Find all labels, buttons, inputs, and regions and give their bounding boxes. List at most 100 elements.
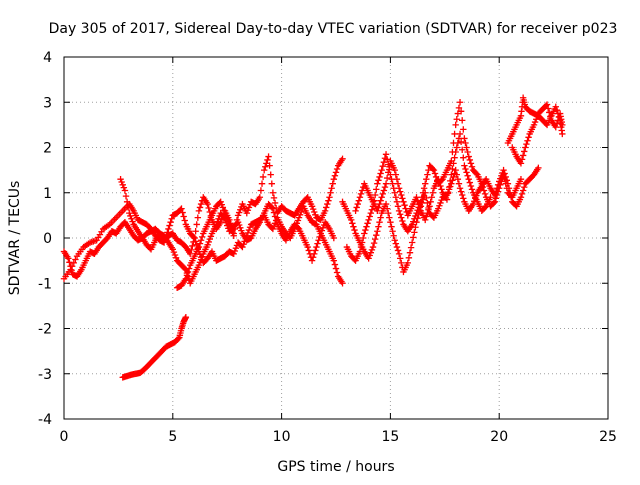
data-point [231, 247, 239, 255]
data-point [331, 261, 339, 268]
data-point [308, 257, 316, 264]
data-point [392, 240, 400, 247]
data-point [235, 209, 243, 216]
data-point [453, 144, 460, 151]
data-point [294, 224, 302, 232]
data-point [270, 209, 278, 216]
y-tick-label: -4 [38, 412, 52, 428]
data-point [362, 226, 369, 234]
data-point [184, 268, 192, 276]
data-point [243, 209, 250, 217]
data-point [524, 137, 531, 144]
data-point [240, 241, 247, 248]
data-point [391, 189, 398, 196]
data-point [318, 227, 326, 234]
data-point [128, 215, 135, 222]
data-point [365, 255, 372, 262]
data-point [455, 104, 463, 112]
data-point [416, 204, 423, 211]
data-point [380, 159, 388, 166]
data-point [356, 248, 364, 255]
data-point [178, 205, 185, 212]
data-point [68, 263, 76, 270]
data-point [481, 190, 489, 198]
data-point [502, 180, 509, 187]
data-point [239, 243, 246, 251]
data-point [175, 335, 182, 342]
data-point [172, 254, 180, 261]
data-point [492, 195, 500, 202]
data-point [368, 206, 376, 213]
data-point [415, 200, 422, 208]
data-point [390, 232, 397, 239]
data-point [468, 186, 476, 193]
data-point [376, 200, 383, 208]
data-point [491, 198, 499, 205]
data-point [467, 182, 475, 190]
data-point [438, 186, 445, 193]
data-point [327, 189, 334, 196]
data-point [462, 165, 469, 173]
data-point [205, 238, 212, 246]
data-point [498, 178, 505, 185]
data-point [553, 106, 561, 114]
data-point [496, 185, 503, 192]
data-point [305, 247, 312, 254]
y-tick-label: 4 [43, 50, 52, 66]
data-point [437, 182, 444, 190]
data-points [60, 94, 566, 381]
data-point [227, 224, 234, 231]
data-point [207, 233, 215, 240]
data-point [463, 144, 470, 151]
data-point [534, 113, 541, 120]
data-point [385, 209, 392, 217]
data-point [198, 233, 206, 241]
data-point [229, 229, 236, 237]
data-point [374, 180, 381, 187]
data-point [219, 204, 227, 211]
data-point [269, 205, 277, 212]
data-point [396, 211, 404, 218]
data-point [195, 261, 203, 269]
data-point [354, 200, 361, 208]
data-point [373, 186, 380, 193]
data-point [360, 234, 367, 242]
data-point [129, 218, 136, 225]
data-point [324, 200, 331, 208]
data-point [428, 194, 435, 201]
data-point [224, 215, 231, 222]
data-point [244, 229, 252, 237]
data-point [396, 188, 404, 195]
data-point [329, 180, 336, 187]
data-point [351, 226, 358, 234]
data-point [454, 175, 462, 183]
data-point [355, 197, 363, 204]
data-point [391, 237, 398, 244]
data-point [195, 207, 203, 215]
data-point [395, 250, 403, 258]
data-point [188, 246, 195, 254]
data-point [517, 175, 525, 183]
data-point [454, 139, 462, 147]
data-point [358, 239, 366, 246]
data-point [234, 218, 242, 226]
data-point [452, 121, 459, 129]
data-point [378, 166, 385, 174]
data-point [497, 181, 504, 189]
data-point [547, 113, 554, 120]
data-point [424, 199, 431, 207]
data-point [429, 165, 437, 173]
data-point [414, 197, 421, 204]
data-point [232, 244, 240, 252]
data-point [481, 204, 489, 211]
data-point [554, 117, 562, 124]
data-point [268, 180, 276, 187]
data-point [325, 197, 332, 204]
data-point [444, 190, 452, 197]
data-point [323, 204, 330, 211]
data-point [295, 214, 303, 221]
data-point [435, 205, 442, 212]
data-point [521, 183, 528, 191]
data-point [480, 187, 488, 194]
